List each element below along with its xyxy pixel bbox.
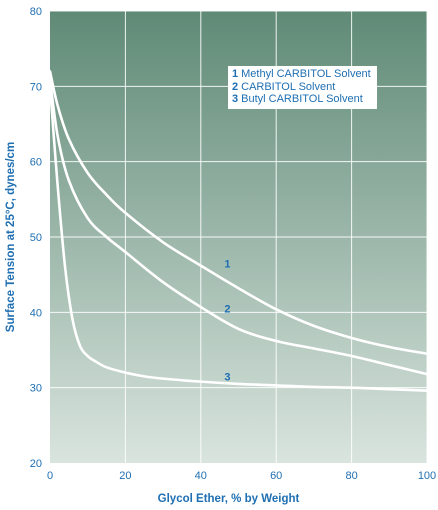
series-line-2 — [48, 77, 429, 376]
x-axis-title: Glycol Ether, % by Weight — [158, 493, 300, 505]
series-line-3 — [48, 85, 429, 392]
y-tick-label-40: 40 — [30, 307, 42, 319]
series-label-2: 2 — [224, 304, 230, 316]
legend-item-3: 3 Butyl CARBITOL Solvent — [232, 93, 371, 106]
y-tick-label-80: 80 — [30, 6, 42, 18]
legend-item-3-number: 3 — [232, 93, 239, 105]
x-tick-label-80: 80 — [345, 470, 357, 482]
series-line-1 — [48, 69, 429, 356]
legend-item-1-label: Methyl CARBITOL Solvent — [241, 68, 371, 80]
x-tick-label-0: 0 — [47, 470, 53, 482]
x-tick-label-20: 20 — [119, 470, 131, 482]
y-tick-label-60: 60 — [30, 157, 42, 169]
legend-item-1: 1 Methyl CARBITOL Solvent — [232, 68, 371, 81]
legend-item-2-number: 2 — [232, 80, 239, 93]
legend-item-2: 2 CARBITOL Solvent — [232, 81, 371, 94]
y-tick-label-70: 70 — [30, 81, 42, 93]
x-tick-label-100: 100 — [418, 470, 436, 482]
legend-item-2-label: CARBITOL Solvent — [241, 80, 336, 93]
series-label-3: 3 — [224, 371, 230, 383]
y-tick-label-30: 30 — [30, 383, 42, 395]
series-label-1: 1 — [224, 258, 230, 270]
legend-item-3-label: Butyl CARBITOL Solvent — [241, 93, 363, 105]
legend-item-1-number: 1 — [232, 68, 239, 80]
x-tick-label-60: 60 — [270, 470, 282, 482]
y-axis-title: Surface Tension at 25°C, dynes/cm — [5, 142, 17, 332]
legend: 1 Methyl CARBITOL Solvent 2 CARBITOL Solve… — [228, 66, 377, 109]
x-tick-label-40: 40 — [195, 470, 207, 482]
y-tick-label-20: 20 — [30, 458, 42, 470]
y-tick-label-50: 50 — [30, 232, 42, 244]
